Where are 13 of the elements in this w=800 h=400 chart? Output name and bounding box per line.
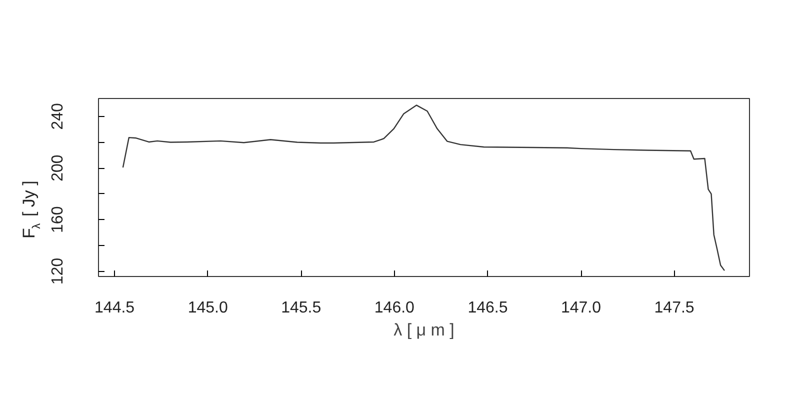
y-tick-label: 200	[50, 154, 66, 182]
x-tick-label: 144.5	[94, 300, 135, 316]
x-tick-label: 146.5	[468, 300, 508, 316]
x-tick-label: 147.5	[654, 300, 694, 316]
x-axis-title: λ [ μ m ]	[394, 320, 454, 340]
x-tick-label: 145.0	[188, 300, 228, 316]
x-tick-label: 146.0	[374, 300, 415, 316]
y-tick-label: 120	[50, 258, 66, 285]
line-series	[122, 104, 726, 272]
x-tick-label: 145.5	[281, 300, 322, 316]
y-tick-label: 160	[50, 206, 66, 233]
y-tick-label: 240	[50, 102, 66, 130]
x-tick-label: 147.0	[560, 300, 602, 316]
